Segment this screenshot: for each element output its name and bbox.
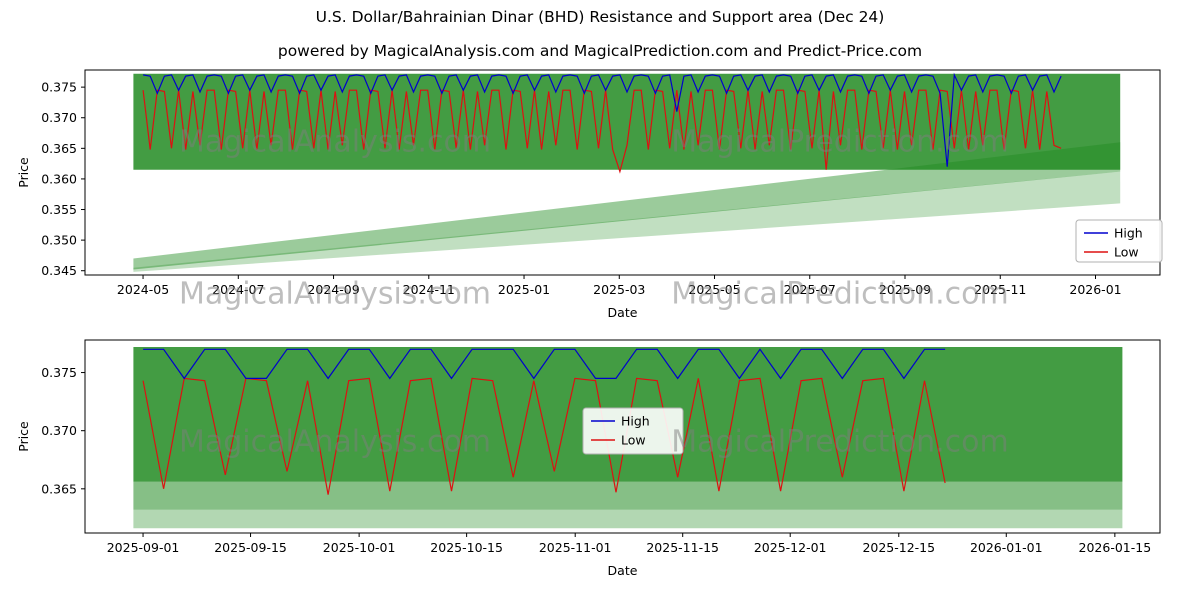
x-tick-label: 2025-09-01 (107, 540, 180, 555)
y-tick-label: 0.365 (41, 141, 77, 156)
low-line (142, 89, 1062, 174)
x-tick-label: 2025-11-15 (646, 540, 719, 555)
x-tick-label: 2024-09 (307, 282, 359, 297)
y-tick-label: 0.375 (41, 365, 77, 380)
x-axis-label: Date (608, 305, 638, 320)
x-tick-label: 2025-09 (879, 282, 931, 297)
low-line (142, 377, 946, 495)
top-chart-canvas: 2024-05 2024-07 2024-09 2024-11 2025-01 2025-… (16, 69, 1163, 320)
legend-low-label: Low (621, 433, 646, 448)
x-tick-label: 2025-11-01 (539, 540, 612, 555)
support-resistance-band (133, 481, 1123, 510)
support-resistance-band (133, 171, 1121, 272)
y-tick-label: 0.365 (41, 481, 77, 496)
legend-low-label: Low (1114, 245, 1139, 260)
x-tick-label: 2025-10-15 (430, 540, 503, 555)
support-resistance-band (133, 142, 1121, 270)
chart-subtitle: powered by MagicalAnalysis.com and Magic… (277, 42, 923, 60)
x-tick-label: 2025-03 (593, 282, 645, 297)
high-line (143, 72, 1062, 167)
bottom-chart-canvas: 2025-09-01 2025-09-15 2025-10-01 2025-10-15… (16, 339, 1161, 578)
legend-high-label: High (1114, 226, 1143, 241)
plot-frame (84, 69, 1161, 276)
y-axis-label: Price (16, 421, 31, 452)
x-tick-label: 2024-05 (117, 282, 169, 297)
support-resistance-band (133, 73, 1121, 170)
x-tick-label: 2026-01 (1069, 282, 1121, 297)
x-tick-label: 2025-10-01 (323, 540, 396, 555)
x-tick-label: 2024-07 (212, 282, 264, 297)
x-tick-label: 2025-05 (688, 282, 740, 297)
chart-title: U.S. Dollar/Bahrainian Dinar (BHD) Resis… (315, 8, 885, 26)
plot-frame (84, 339, 1161, 534)
y-tick-label: 0.355 (41, 202, 77, 217)
x-tick-label: 2025-01 (498, 282, 550, 297)
y-tick-label: 0.360 (41, 171, 77, 186)
support-resistance-band (133, 509, 1123, 529)
x-tick-label: 2026-01-01 (970, 540, 1043, 555)
x-axis-label: Date (608, 563, 638, 578)
x-tick-label: 2025-12-15 (862, 540, 935, 555)
y-tick-label: 0.345 (41, 263, 77, 278)
x-tick-label: 2025-07 (784, 282, 836, 297)
high-line (143, 348, 946, 380)
x-tick-label: 2025-09-15 (214, 540, 287, 555)
y-tick-label: 0.370 (41, 110, 77, 125)
y-tick-label: 0.375 (41, 80, 77, 95)
y-tick-label: 0.350 (41, 233, 77, 248)
legend-high-label: High (621, 414, 650, 429)
x-tick-label: 2024-11 (403, 282, 455, 297)
y-axis-label: Price (16, 157, 31, 188)
y-tick-label: 0.370 (41, 423, 77, 438)
x-tick-label: 2025-12-01 (754, 540, 827, 555)
x-tick-label: 2026-01-15 (1079, 540, 1152, 555)
x-tick-label: 2025-11 (974, 282, 1026, 297)
legend-box (582, 407, 684, 455)
